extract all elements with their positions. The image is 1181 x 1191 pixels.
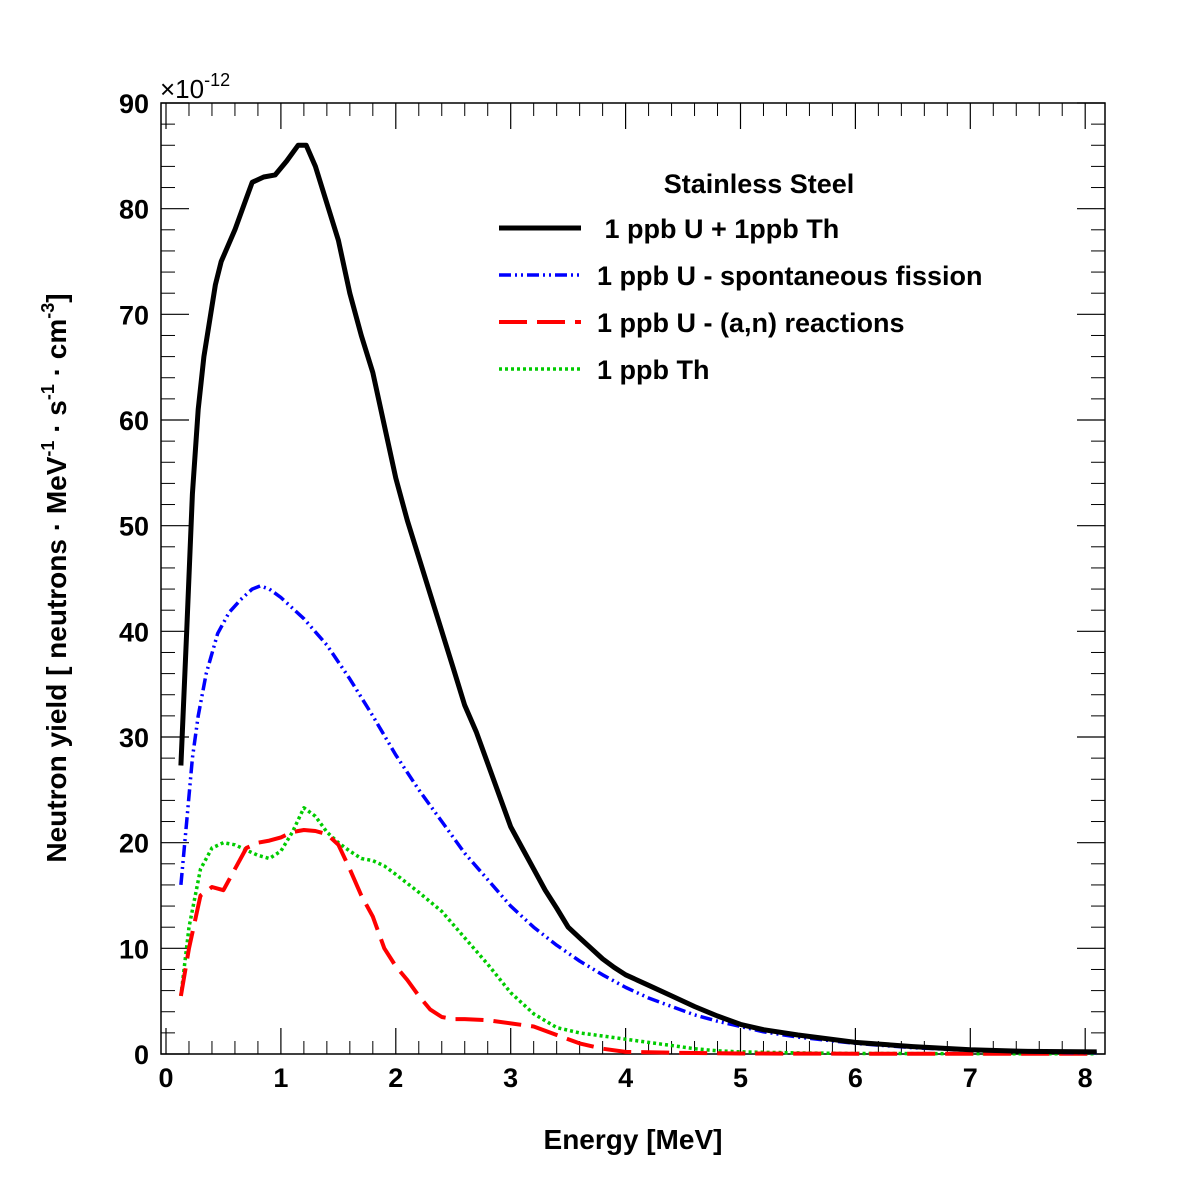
x-tick-label: 3	[503, 1063, 518, 1093]
legend-label: 1 ppb U + 1ppb Th	[597, 214, 839, 244]
y-axis-title: Neutron yield [ neutrons · MeV-1 · s-1 ·…	[38, 293, 72, 862]
y-tick-label: 20	[119, 829, 149, 859]
legend-title: Stainless Steel	[664, 169, 855, 199]
legend: Stainless Steel 1 ppb U + 1ppb Th 1 ppb U…	[499, 169, 983, 385]
x-tick-label: 1	[273, 1063, 288, 1093]
series-layer	[178, 142, 1097, 1056]
series-line	[179, 806, 1097, 1056]
y-tick-label: 40	[119, 617, 149, 647]
x-tick-label: 8	[1078, 1063, 1093, 1093]
legend-label: 1 ppb U - spontaneous fission	[597, 261, 983, 291]
series-line	[178, 142, 1097, 1055]
x-tick-label: 0	[158, 1063, 173, 1093]
y-tick-label: 10	[119, 934, 149, 964]
series-line	[178, 828, 1097, 1056]
x-tick-label: 4	[618, 1063, 633, 1093]
y-tick-label: 80	[119, 195, 149, 225]
y-tick-label: 70	[119, 300, 149, 330]
legend-label: 1 ppb Th	[597, 355, 709, 385]
x-tick-label: 6	[848, 1063, 863, 1093]
plot-frame	[160, 102, 1106, 1055]
y-tick-label: 60	[119, 406, 149, 436]
y-tick-label: 30	[119, 723, 149, 753]
y-multiplier: ×10-12	[160, 70, 230, 104]
y-tick-label: 90	[119, 89, 149, 119]
x-tick-label: 2	[388, 1063, 403, 1093]
x-tick-label: 5	[733, 1063, 748, 1093]
tick-marks	[161, 102, 1105, 1055]
legend-label: 1 ppb U - (a,n) reactions	[597, 308, 905, 338]
x-tick-label: 7	[963, 1063, 978, 1093]
x-axis-title: Energy [MeV]	[544, 1124, 723, 1155]
y-tick-label: 0	[134, 1040, 149, 1070]
y-tick-label: 50	[119, 512, 149, 542]
